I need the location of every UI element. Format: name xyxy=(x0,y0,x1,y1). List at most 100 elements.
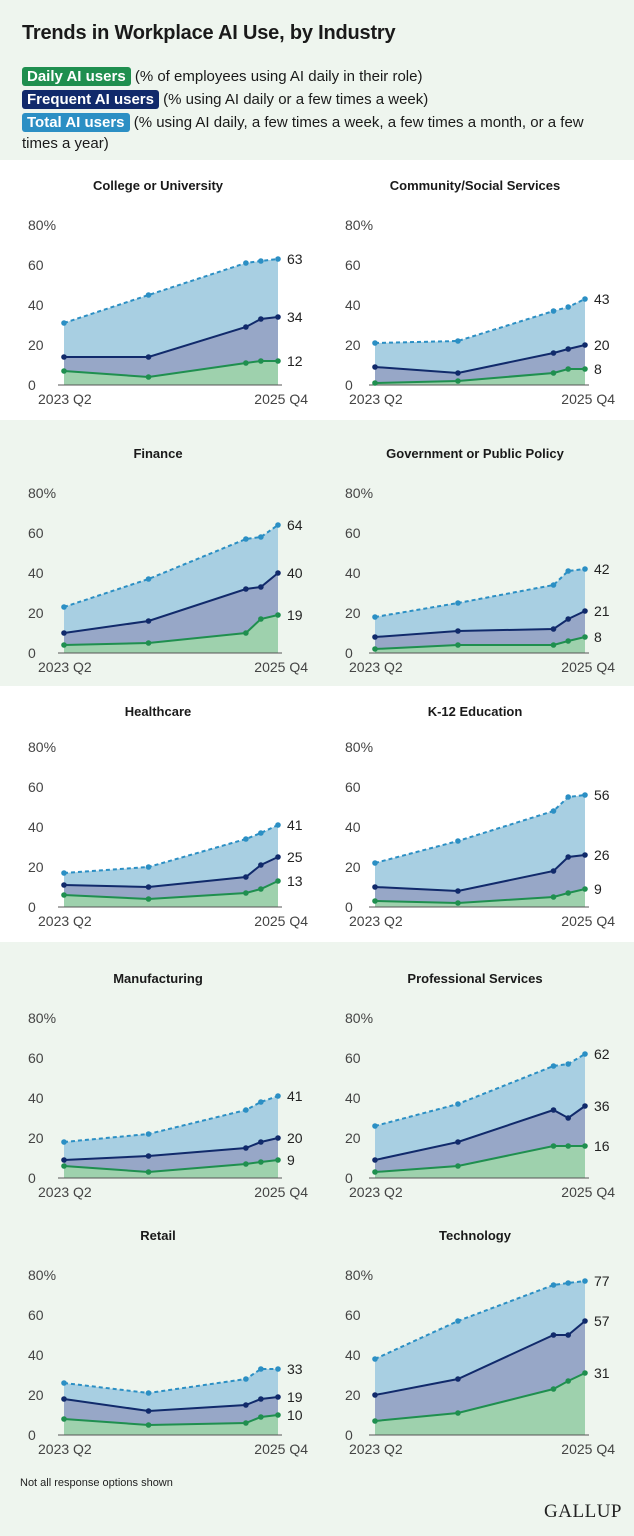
point-frequent xyxy=(275,1135,281,1141)
y-tick-label: 0 xyxy=(345,1427,353,1443)
point-daily xyxy=(455,1410,461,1416)
point-frequent xyxy=(258,862,264,868)
x-tick-label: 2023 Q2 xyxy=(349,659,403,675)
point-total xyxy=(243,836,249,842)
y-tick-label: 40 xyxy=(28,1090,44,1106)
point-frequent xyxy=(582,1103,588,1109)
chart-title: Technology xyxy=(439,1228,512,1243)
y-tick-label: 60 xyxy=(345,779,361,795)
y-tick-label: 80% xyxy=(345,1267,373,1283)
point-total xyxy=(258,1099,264,1105)
point-frequent xyxy=(582,1318,588,1324)
y-tick-label: 80% xyxy=(345,739,373,755)
point-frequent xyxy=(455,1139,461,1145)
x-tick-label: 2023 Q2 xyxy=(38,1441,92,1457)
point-total xyxy=(275,256,281,262)
point-total xyxy=(550,1282,557,1288)
y-tick-label: 80% xyxy=(28,739,56,755)
y-tick-label: 20 xyxy=(28,1387,44,1403)
x-tick-label: 2023 Q2 xyxy=(349,391,403,407)
page-title: Trends in Workplace AI Use, by Industry xyxy=(22,22,396,44)
point-total xyxy=(258,830,264,836)
point-frequent xyxy=(275,854,281,860)
end-label-frequent: 40 xyxy=(287,565,303,581)
chart-title: Government or Public Policy xyxy=(386,446,564,461)
point-daily xyxy=(372,380,378,386)
x-tick-label: 2025 Q4 xyxy=(254,913,308,929)
point-frequent xyxy=(550,626,557,632)
point-frequent xyxy=(372,884,378,890)
line-total xyxy=(63,824,279,874)
y-tick-label: 80% xyxy=(28,485,56,501)
point-frequent xyxy=(145,884,152,890)
chart-panel-retail: Retail 80% 60 40 20 0 33 19 10 2023 Q2 2025 Q4 xyxy=(0,1210,317,1470)
point-daily xyxy=(258,358,264,364)
point-frequent xyxy=(61,882,67,888)
x-tick-label: 2023 Q2 xyxy=(38,1184,92,1200)
y-tick-label: 40 xyxy=(345,565,361,581)
point-total xyxy=(61,320,67,326)
point-total xyxy=(372,614,378,620)
point-total xyxy=(145,1390,152,1396)
y-tick-label: 20 xyxy=(28,859,44,875)
point-frequent xyxy=(372,1392,378,1398)
point-frequent xyxy=(258,1139,264,1145)
point-frequent xyxy=(243,1402,249,1408)
y-tick-label: 0 xyxy=(345,377,353,393)
chart-title: Professional Services xyxy=(407,971,542,986)
end-label-daily: 31 xyxy=(594,1365,610,1381)
point-frequent xyxy=(243,1145,249,1151)
point-daily xyxy=(243,360,249,366)
point-total xyxy=(565,794,571,800)
y-tick-label: 40 xyxy=(28,1347,44,1363)
point-daily xyxy=(455,378,461,384)
y-tick-label: 20 xyxy=(345,1387,361,1403)
x-tick-label: 2025 Q4 xyxy=(254,1184,308,1200)
y-tick-label: 20 xyxy=(28,337,44,353)
x-tick-label: 2025 Q4 xyxy=(561,391,615,407)
point-daily xyxy=(550,1386,557,1392)
point-total xyxy=(372,340,378,346)
end-label-frequent: 21 xyxy=(594,603,610,619)
point-total xyxy=(258,1366,264,1372)
point-total xyxy=(372,1356,378,1362)
point-total xyxy=(565,568,571,574)
point-daily xyxy=(275,358,281,364)
point-frequent xyxy=(565,346,571,352)
point-daily xyxy=(61,642,67,648)
y-tick-label: 80% xyxy=(345,217,373,233)
point-frequent xyxy=(243,874,249,880)
end-label-total: 56 xyxy=(594,787,610,803)
point-frequent xyxy=(455,370,461,376)
point-frequent xyxy=(550,1332,557,1338)
x-tick-label: 2025 Q4 xyxy=(254,391,308,407)
chart-svg: Professional Services 80% 60 40 20 0 62 36 16 202… xyxy=(345,971,615,1200)
area-daily xyxy=(64,1160,278,1178)
point-daily xyxy=(372,1418,378,1424)
point-daily xyxy=(582,886,588,892)
chart-svg: Retail 80% 60 40 20 0 33 19 10 2023 Q2 2025 Q4 xyxy=(28,1228,308,1457)
point-total xyxy=(145,292,152,298)
point-total xyxy=(61,870,67,876)
point-total xyxy=(372,1123,378,1129)
end-label-frequent: 19 xyxy=(287,1389,303,1405)
point-total xyxy=(145,864,152,870)
chart-title: Healthcare xyxy=(125,704,191,719)
point-total xyxy=(243,1107,249,1113)
point-daily xyxy=(61,1163,67,1169)
point-total xyxy=(455,600,461,606)
point-frequent xyxy=(145,1408,152,1414)
chart-title: Retail xyxy=(140,1228,175,1243)
end-label-frequent: 20 xyxy=(594,337,610,353)
point-daily xyxy=(258,886,264,892)
chart-title: College or University xyxy=(93,178,224,193)
point-frequent xyxy=(372,634,378,640)
end-label-daily: 9 xyxy=(594,881,602,897)
point-total xyxy=(243,536,249,542)
y-tick-label: 80% xyxy=(28,1267,56,1283)
point-daily xyxy=(145,640,152,646)
chart-title: Manufacturing xyxy=(113,971,203,986)
point-frequent xyxy=(243,324,249,330)
chart-panel-government: Government or Public Policy 80% 60 40 20 0 42 2… xyxy=(317,428,634,688)
y-tick-label: 40 xyxy=(345,1347,361,1363)
